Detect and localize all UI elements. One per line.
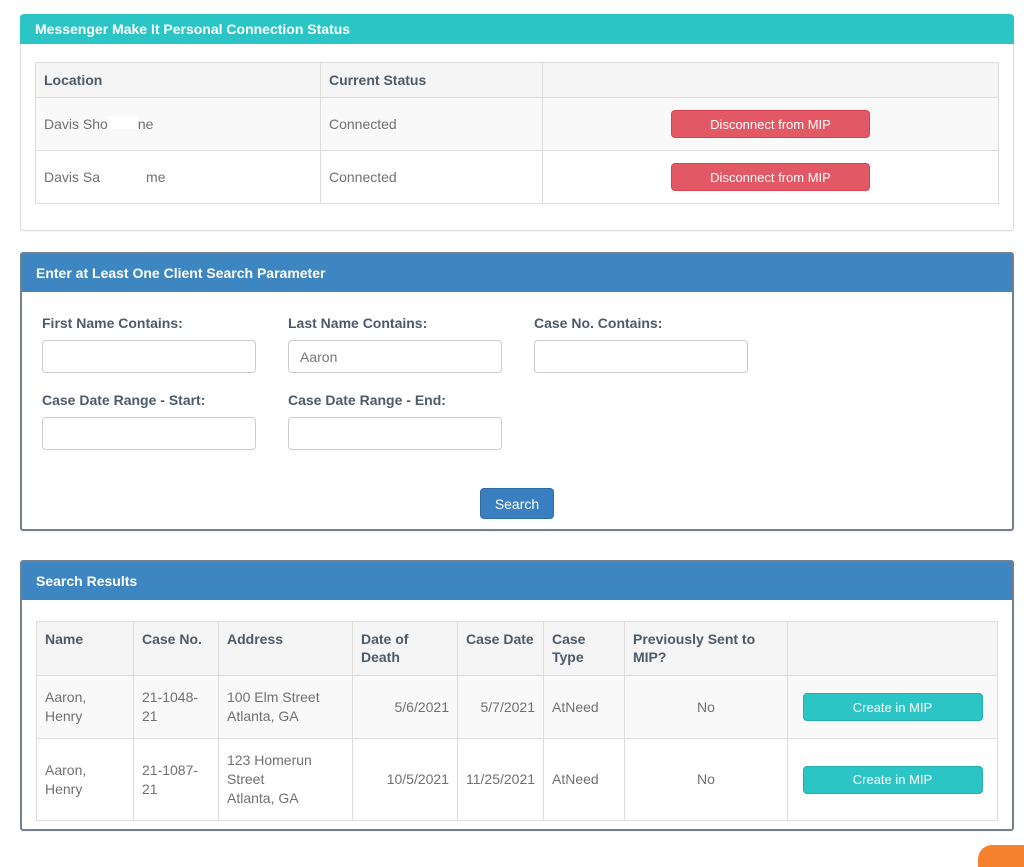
first-name-field-group: First Name Contains: [42,315,256,373]
case-no-field-group: Case No. Contains: [534,315,748,373]
date-of-death-cell: 5/6/2021 [352,675,458,739]
search-button[interactable]: Search [479,488,555,519]
last-name-label: Last Name Contains: [288,315,428,331]
last-name-input[interactable] [288,340,502,373]
location-text: me [146,168,166,185]
last-name-field-group: Last Name Contains: [288,315,502,373]
search-results-table: Name Case No. Address Date of Death Case… [36,621,998,821]
date-of-death-cell: 10/5/2021 [352,738,458,821]
location-text: Davis Sho [44,115,108,132]
table-row: Aaron, Henry 21-1048-21 100 Elm Street A… [36,675,998,739]
client-search-panel: Enter at Least One Client Search Paramet… [20,252,1014,531]
table-row: Aaron, Henry 21-1087-21 123 Homerun Stre… [36,738,998,821]
status-cell: Connected [320,97,543,151]
case-date-start-label: Case Date Range - Start: [42,392,206,408]
address-line2: Atlanta, GA [227,708,299,724]
action-cell: Disconnect from MIP [542,97,999,151]
search-panel-title: Enter at Least One Client Search Paramet… [22,254,1012,292]
first-name-input[interactable] [42,340,256,373]
connection-status-table: Location Current Status Davis Sho ne Conn… [35,62,999,204]
case-no-input[interactable] [534,340,748,373]
location-cell: Davis Sa me [35,150,321,204]
table-row: Davis Sa me Connected Disconnect from MIP [35,150,999,204]
name-cell: Aaron, Henry [36,738,134,821]
column-header-date-of-death: Date of Death [352,621,458,676]
first-name-label: First Name Contains: [42,315,183,331]
connection-status-panel: Messenger Make It Personal Connection St… [20,14,1014,231]
location-redacted [100,168,147,182]
status-cell: Connected [320,150,543,204]
floating-widget-button[interactable] [978,845,1024,867]
previously-sent-cell: No [624,738,788,821]
column-header-case-no: Case No. [133,621,219,676]
case-date-cell: 5/7/2021 [457,675,544,739]
case-no-label: Case No. Contains: [534,315,663,331]
connection-panel-title: Messenger Make It Personal Connection St… [20,14,1014,44]
case-date-end-field-group: Case Date Range - End: [288,392,502,450]
action-cell: Create in MIP [787,675,998,739]
column-header-actions [542,62,999,98]
address-line2: Atlanta, GA [227,790,299,806]
case-date-cell: 11/25/2021 [457,738,544,821]
case-date-end-input[interactable] [288,417,502,450]
results-panel-title: Search Results [22,562,1012,600]
case-type-cell: AtNeed [543,675,625,739]
action-cell: Disconnect from MIP [542,150,999,204]
disconnect-from-mip-button[interactable]: Disconnect from MIP [671,110,870,138]
previously-sent-cell: No [624,675,788,739]
location-redacted [107,115,138,129]
location-cell: Davis Sho ne [35,97,321,151]
location-text: ne [137,115,154,132]
address-line1: 123 Homerun Street [227,752,312,787]
connection-panel-body: Location Current Status Davis Sho ne Conn… [21,44,1013,222]
address-line1: 100 Elm Street [227,689,320,705]
address-cell: 123 Homerun Street Atlanta, GA [218,738,353,821]
column-header-address: Address [218,621,353,676]
column-header-location: Location [35,62,321,98]
table-row: Davis Sho ne Connected Disconnect from MI… [35,97,999,151]
case-date-end-label: Case Date Range - End: [288,392,446,408]
column-header-case-date: Case Date [457,621,544,676]
case-no-cell: 21-1087-21 [133,738,219,821]
case-date-start-input[interactable] [42,417,256,450]
name-cell: Aaron, Henry [36,675,134,739]
location-text: Davis Sa [44,168,101,185]
address-cell: 100 Elm Street Atlanta, GA [218,675,353,739]
search-results-panel: Search Results Name Case No. Address Dat… [20,560,1014,831]
column-header-current-status: Current Status [320,62,543,98]
results-panel-body: Name Case No. Address Date of Death Case… [22,600,1012,842]
create-in-mip-button[interactable]: Create in MIP [802,765,983,794]
case-date-start-field-group: Case Date Range - Start: [42,392,256,450]
case-no-cell: 21-1048-21 [133,675,219,739]
action-cell: Create in MIP [787,738,998,821]
search-panel-body: First Name Contains: Last Name Contains:… [22,292,1012,542]
column-header-name: Name [36,621,134,676]
column-header-previously-sent: Previously Sent to MIP? [624,621,788,676]
disconnect-from-mip-button[interactable]: Disconnect from MIP [671,163,870,191]
column-header-actions [787,621,998,676]
case-type-cell: AtNeed [543,738,625,821]
create-in-mip-button[interactable]: Create in MIP [802,693,983,721]
column-header-case-type: Case Type [543,621,625,676]
